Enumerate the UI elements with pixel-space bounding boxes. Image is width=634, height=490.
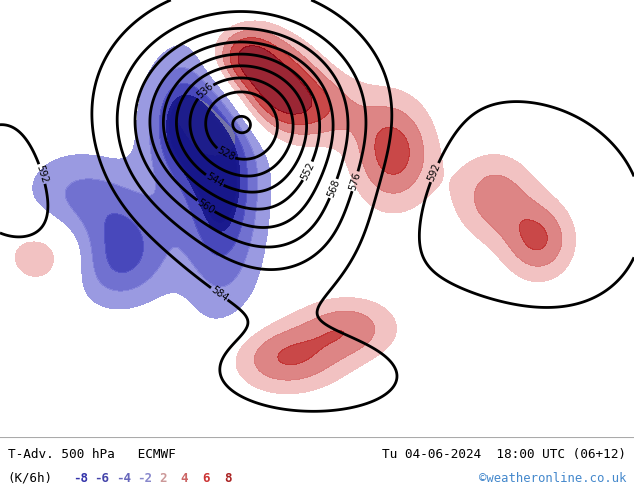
Text: T-Adv. 500 hPa   ECMWF: T-Adv. 500 hPa ECMWF [8, 448, 176, 461]
Text: -6: -6 [94, 472, 110, 485]
Text: 6: 6 [202, 472, 210, 485]
Text: 560: 560 [195, 197, 216, 215]
Text: 584: 584 [209, 284, 230, 303]
Text: 8: 8 [224, 472, 231, 485]
Text: 552: 552 [299, 160, 316, 182]
Text: 544: 544 [204, 172, 225, 190]
Text: 4: 4 [181, 472, 188, 485]
Text: 592: 592 [426, 162, 443, 183]
Text: 528: 528 [215, 146, 236, 163]
Text: 576: 576 [347, 171, 363, 192]
Text: 592: 592 [35, 164, 49, 184]
Text: ©weatheronline.co.uk: ©weatheronline.co.uk [479, 472, 626, 485]
Text: -4: -4 [116, 472, 131, 485]
Text: -8: -8 [73, 472, 88, 485]
Text: -2: -2 [138, 472, 153, 485]
Text: Tu 04-06-2024  18:00 UTC (06+12): Tu 04-06-2024 18:00 UTC (06+12) [382, 448, 626, 461]
Text: (K/6h): (K/6h) [8, 472, 53, 485]
Text: 536: 536 [195, 81, 215, 101]
Text: 568: 568 [325, 178, 342, 199]
Text: 2: 2 [159, 472, 167, 485]
